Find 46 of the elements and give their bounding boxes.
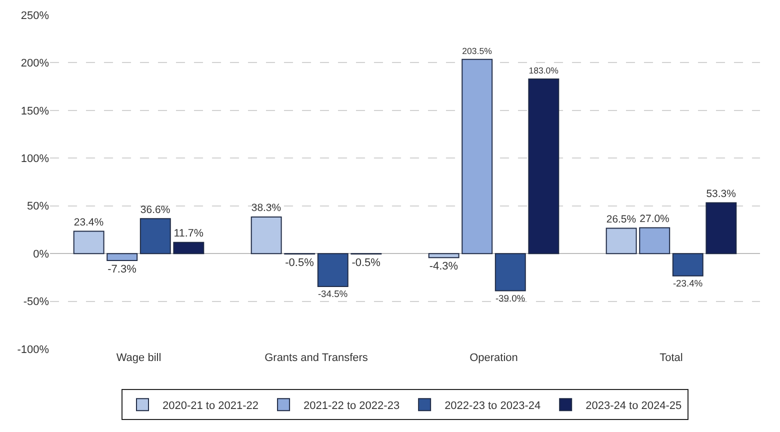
y-tick-label: -100%	[17, 344, 50, 356]
bar	[706, 202, 737, 254]
bar	[73, 230, 104, 254]
data-label: -23.4%	[672, 278, 703, 289]
x-tick-label: Grants and Transfers	[264, 352, 368, 364]
data-label: 53.3%	[706, 188, 736, 200]
data-label: 203.5%	[462, 46, 492, 56]
bar	[106, 253, 138, 262]
data-label: 23.4%	[74, 217, 104, 228]
data-label: 11.7%	[174, 227, 204, 240]
y-tick-label: 200%	[20, 58, 50, 70]
y-tick-label: 100%	[20, 152, 50, 165]
data-label: -0.5%	[285, 257, 314, 270]
x-tick-label: Operation	[470, 352, 518, 364]
bar	[428, 253, 460, 258]
x-tick-label: Total	[660, 352, 683, 364]
legend-label: 2020-21 to 2021-22	[162, 400, 259, 412]
y-tick-label: 150%	[20, 105, 50, 118]
bar	[250, 216, 282, 254]
data-label: 26.5%	[606, 214, 636, 226]
data-label: 27.0%	[640, 214, 670, 225]
data-label: 38.3%	[251, 203, 282, 214]
bar	[494, 253, 526, 292]
y-tick-label: 250%	[20, 10, 50, 22]
bar	[462, 58, 493, 254]
y-tick-label: -50%	[23, 296, 50, 308]
bar	[639, 227, 670, 254]
data-label: -0.5%	[352, 257, 381, 270]
bar	[672, 253, 704, 276]
data-label: -39.0%	[495, 292, 526, 304]
y-tick-label: 50%	[26, 200, 50, 213]
bar	[528, 78, 560, 254]
bar	[317, 253, 348, 287]
data-label: 36.6%	[140, 204, 170, 216]
data-label: -7.3%	[108, 264, 137, 276]
legend-label: 2021-22 to 2022-23	[304, 400, 400, 412]
bar	[173, 242, 204, 254]
data-label: 183.0%	[528, 66, 559, 76]
legend-label: 2022-23 to 2023-24	[444, 400, 541, 412]
legend-label: 2023-24 to 2024-25	[586, 400, 682, 412]
y-tick-label: 0%	[33, 248, 50, 260]
x-tick-label: Wage bill	[116, 352, 162, 364]
data-label: -34.5%	[318, 288, 348, 300]
bar	[140, 218, 171, 254]
bar	[606, 228, 637, 254]
data-label: -4.3%	[429, 260, 458, 273]
